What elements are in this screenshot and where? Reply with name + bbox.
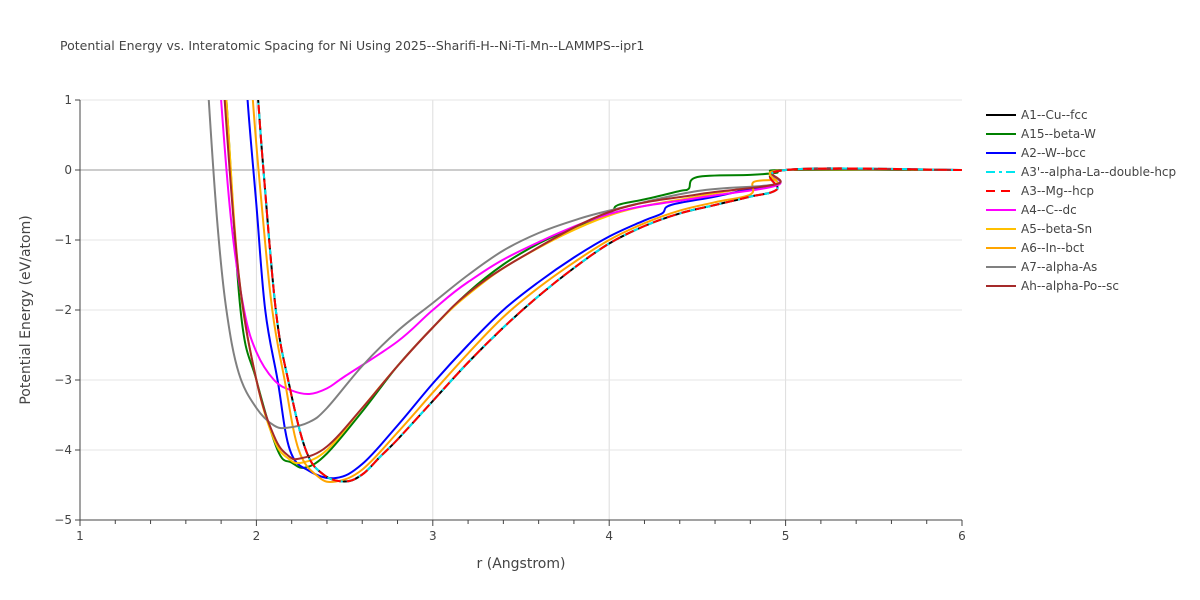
x-tick-label: 4 (605, 529, 613, 543)
legend-label: A7--alpha-As (1021, 260, 1097, 274)
y-tick-label: −4 (54, 443, 72, 457)
legend-item[interactable]: A15--beta-W (986, 127, 1096, 141)
series-line-a7-alpha-as (207, 100, 962, 430)
legend-label: A6--In--bct (1021, 241, 1085, 255)
legend-item[interactable]: A2--W--bcc (986, 146, 1086, 160)
series-line-a2-w-bcc (246, 100, 962, 480)
series-line-a3-mg-hcp (257, 100, 962, 483)
x-axis-label: r (Angstrom) (477, 556, 566, 572)
legend-item[interactable]: A4--C--dc (986, 203, 1077, 217)
x-tick-label: 3 (429, 529, 437, 543)
legend-label: A15--beta-W (1021, 127, 1096, 141)
legend-label: A2--W--bcc (1021, 146, 1086, 160)
chart-title: Potential Energy vs. Interatomic Spacing… (60, 38, 644, 53)
legend-item[interactable]: A3'--alpha-La--double-hcp (986, 165, 1176, 179)
legend-item[interactable]: A5--beta-Sn (986, 222, 1092, 236)
y-tick-label: 1 (64, 93, 72, 107)
legend-item[interactable]: A1--Cu--fcc (986, 108, 1088, 122)
legend-item[interactable]: Ah--alpha-Po--sc (986, 279, 1119, 293)
y-tick-label: −1 (54, 233, 72, 247)
y-tick-label: −5 (54, 513, 72, 527)
legend-label: A5--beta-Sn (1021, 222, 1092, 236)
series-line-ah-alpha-po-sc (223, 100, 962, 461)
y-tick-label: 0 (64, 163, 72, 177)
legend-label: A1--Cu--fcc (1021, 108, 1088, 122)
legend-label: A4--C--dc (1021, 203, 1077, 217)
legend-item[interactable]: A6--In--bct (986, 241, 1085, 255)
y-axis-label: Potential Energy (eV/atom) (18, 215, 34, 404)
legend-label: A3--Mg--hcp (1021, 184, 1094, 198)
x-tick-label: 1 (76, 529, 84, 543)
series-line-a4-c-dc (220, 100, 962, 396)
legend-item[interactable]: A3--Mg--hcp (986, 184, 1094, 198)
legend-label: Ah--alpha-Po--sc (1021, 279, 1119, 293)
y-tick-label: −3 (54, 373, 72, 387)
x-tick-label: 5 (782, 529, 790, 543)
x-tick-label: 6 (958, 529, 966, 543)
legend-item[interactable]: A7--alpha-As (986, 260, 1097, 274)
x-tick-label: 2 (253, 529, 261, 543)
y-tick-label: −2 (54, 303, 72, 317)
legend-label: A3'--alpha-La--double-hcp (1021, 165, 1176, 179)
